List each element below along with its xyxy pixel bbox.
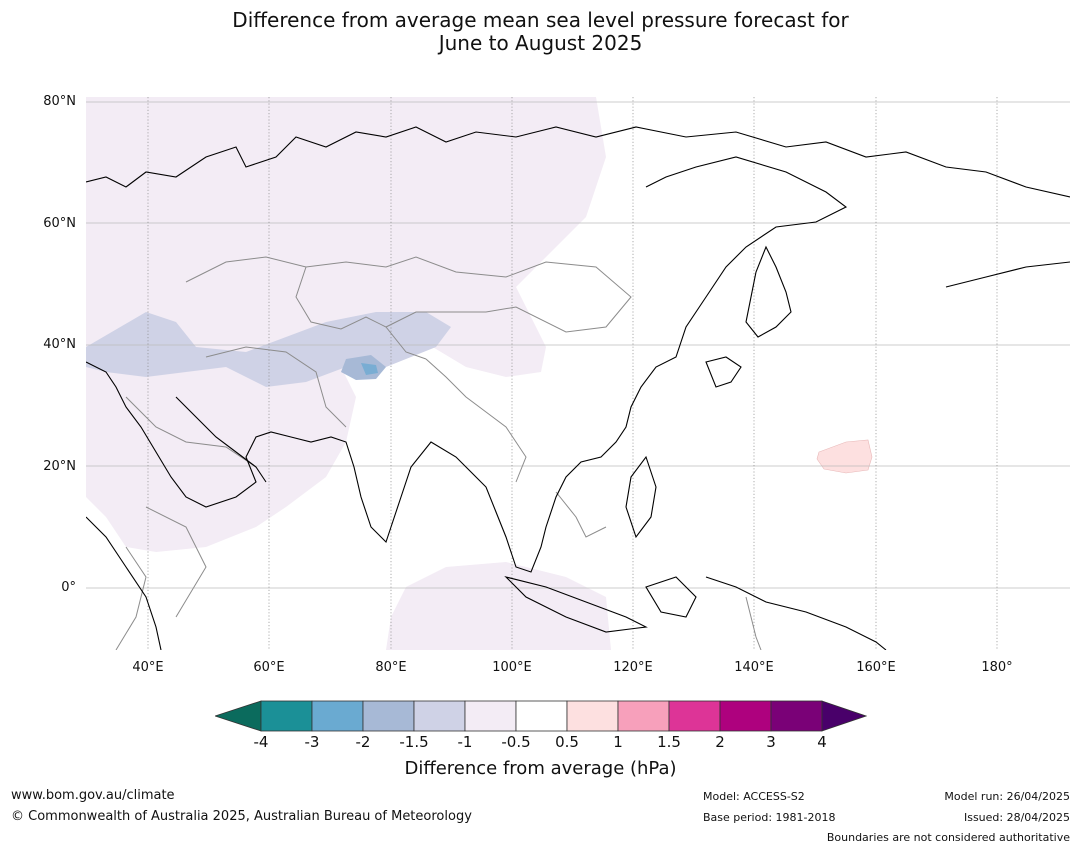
lon-label-100e: 100°E	[492, 660, 532, 675]
website-link[interactable]: www.bom.gov.au/climate	[11, 788, 175, 803]
colorbar-bin-3	[362, 700, 415, 732]
colorbar-tick: -0.5	[501, 733, 531, 751]
colorbar-tick: 4	[817, 733, 827, 751]
colorbar-tick: 1	[613, 733, 623, 751]
colorbar-bin-2	[311, 700, 364, 732]
pressure-anomaly-map	[86, 97, 1070, 650]
lat-label-20n: 20°N	[43, 459, 76, 474]
colorbar-bin-5	[464, 700, 517, 732]
colorbar	[215, 700, 867, 732]
anomaly-region-positive-pacific	[816, 439, 873, 474]
colorbar-label: Difference from average (hPa)	[404, 758, 677, 779]
map-canvas	[86, 97, 1070, 650]
anomaly-region-strongest-tibet	[361, 363, 378, 375]
colorbar-bin-7	[566, 700, 619, 732]
colorbar-tick: 3	[766, 733, 776, 751]
colorbar-bin-1	[260, 700, 313, 732]
colorbar-bin-10	[719, 700, 772, 732]
lat-label-40n: 40°N	[43, 337, 76, 352]
boundaries-disclaimer: Boundaries are not considered authoritat…	[826, 831, 1070, 844]
colorbar-bin-6	[515, 700, 568, 732]
lon-label-40e: 40°E	[132, 660, 164, 675]
issued-date: Issued: 28/04/2025	[963, 811, 1070, 824]
lon-label-120e: 120°E	[613, 660, 653, 675]
colorbar-tick: -3	[304, 733, 320, 751]
base-period: Base period: 1981-2018	[703, 811, 836, 824]
lat-label-80n: 80°N	[43, 94, 76, 109]
colorbar-bin-9	[668, 700, 721, 732]
lat-label-60n: 60°N	[43, 216, 76, 231]
title-line-1: Difference from average mean sea level p…	[232, 8, 849, 32]
coastlines	[86, 126, 1070, 650]
copyright-text: © Commonwealth of Australia 2025, Austra…	[11, 809, 472, 824]
colorbar-tick: -4	[253, 733, 269, 751]
colorbar-tick: 0.5	[555, 733, 579, 751]
colorbar-under-arrow	[215, 700, 262, 732]
model-run-date: Model run: 26/04/2025	[944, 790, 1070, 803]
lon-label-180: 180°	[981, 660, 1013, 675]
colorbar-tick: -1	[457, 733, 473, 751]
colorbar-tick: 1.5	[657, 733, 681, 751]
lon-label-80e: 80°E	[375, 660, 407, 675]
colorbar-bin-8	[617, 700, 670, 732]
model-name: Model: ACCESS-S2	[703, 790, 805, 803]
lon-label-140e: 140°E	[734, 660, 774, 675]
colorbar-over-arrow	[821, 700, 867, 732]
map-title: Difference from average mean sea level p…	[0, 9, 1081, 55]
lon-label-160e: 160°E	[856, 660, 896, 675]
colorbar-bin-11	[770, 700, 823, 732]
colorbar-tick: -1.5	[399, 733, 429, 751]
meridians	[147, 97, 998, 650]
title-line-2: June to August 2025	[438, 31, 643, 55]
country-boundaries	[115, 256, 762, 650]
lat-label-0: 0°	[61, 580, 76, 595]
colorbar-bin-4	[413, 700, 466, 732]
lon-label-60e: 60°E	[253, 660, 285, 675]
colorbar-tick: -2	[355, 733, 371, 751]
anomaly-region-light-indian-ocean	[386, 562, 611, 650]
colorbar-tick: 2	[715, 733, 725, 751]
